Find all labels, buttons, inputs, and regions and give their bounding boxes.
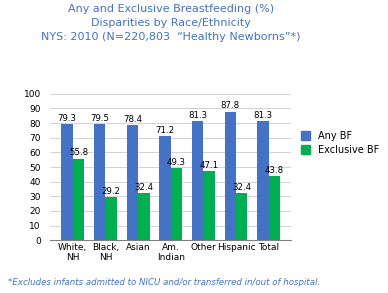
Bar [171,168,182,240]
Bar [225,112,236,240]
Bar [61,124,73,240]
Bar [159,136,171,240]
Legend: Any BF, Exclusive BF: Any BF, Exclusive BF [301,131,379,155]
Text: 79.5: 79.5 [90,114,109,122]
Bar [192,121,203,240]
Text: 87.8: 87.8 [221,101,240,110]
Text: 32.4: 32.4 [232,183,251,192]
Bar [257,121,268,240]
Bar [106,197,117,240]
Text: 43.8: 43.8 [265,166,284,175]
Text: 81.3: 81.3 [253,111,272,120]
Bar [138,193,149,240]
Text: 79.3: 79.3 [57,114,76,123]
Text: 32.4: 32.4 [134,183,153,192]
Bar [73,159,84,240]
Text: *Excludes infants admitted to NICU and/or transferred in/out of hospital.: *Excludes infants admitted to NICU and/o… [8,278,320,287]
Bar [126,125,138,240]
Text: 71.2: 71.2 [156,126,175,135]
Bar [236,193,248,240]
Text: 55.8: 55.8 [69,148,88,157]
Text: Any and Exclusive Breastfeeding (%)
Disparities by Race/Ethnicity
NYS: 2010 (N=2: Any and Exclusive Breastfeeding (%) Disp… [41,4,300,42]
Bar [268,176,280,240]
Text: 47.1: 47.1 [199,161,218,170]
Bar [94,124,106,240]
Text: 78.4: 78.4 [123,115,142,124]
Bar [203,171,215,240]
Text: 49.3: 49.3 [167,158,186,167]
Text: 81.3: 81.3 [188,111,207,120]
Text: 29.2: 29.2 [102,187,121,196]
